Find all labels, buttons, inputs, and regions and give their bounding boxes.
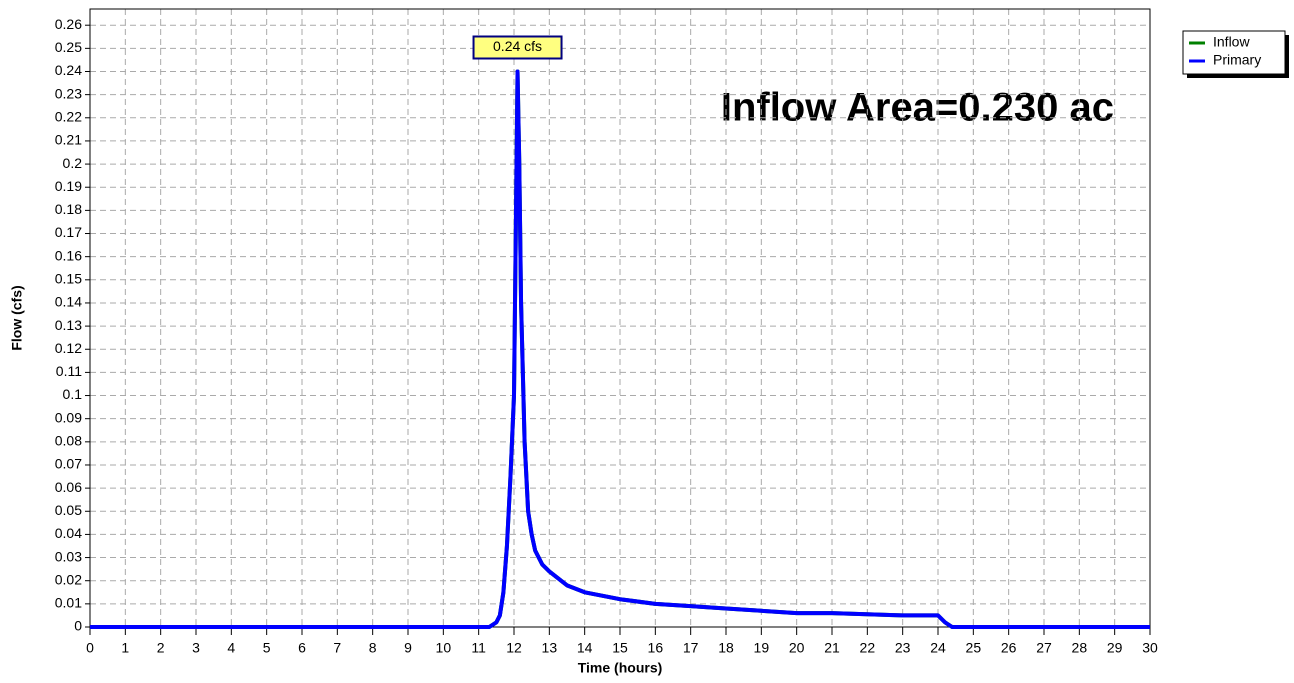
x-tick-label: 4	[227, 640, 235, 656]
x-tick-label: 7	[333, 640, 341, 656]
x-tick-label: 17	[683, 640, 699, 656]
x-tick-label: 11	[471, 640, 486, 656]
x-tick-label: 12	[506, 640, 522, 656]
x-tick-label: 25	[966, 640, 982, 656]
y-tick-label: 0.03	[55, 548, 82, 564]
x-tick-label: 24	[930, 640, 946, 656]
y-tick-label: 0.12	[55, 340, 82, 356]
x-tick-label: 15	[612, 640, 628, 656]
y-tick-label: 0.24	[55, 62, 82, 78]
peak-label: 0.24 cfs	[493, 38, 542, 54]
legend-label: Inflow	[1213, 34, 1250, 50]
x-tick-label: 29	[1107, 640, 1123, 656]
y-tick-label: 0.2	[63, 155, 83, 171]
y-tick-label: 0.26	[55, 16, 82, 32]
x-tick-label: 8	[369, 640, 377, 656]
y-tick-label: 0.06	[55, 479, 82, 495]
x-tick-label: 2	[157, 640, 165, 656]
x-tick-label: 13	[542, 640, 558, 656]
y-tick-label: 0.23	[55, 85, 82, 101]
x-tick-label: 10	[436, 640, 452, 656]
y-axis-label: Flow (cfs)	[9, 285, 25, 350]
x-tick-label: 23	[895, 640, 911, 656]
y-tick-label: 0.16	[55, 247, 82, 263]
x-tick-label: 0	[86, 640, 94, 656]
x-tick-label: 18	[718, 640, 734, 656]
y-tick-label: 0.01	[55, 595, 82, 611]
y-tick-label: 0.09	[55, 409, 82, 425]
x-tick-label: 19	[754, 640, 770, 656]
y-tick-label: 0.15	[55, 271, 82, 287]
x-tick-label: 16	[648, 640, 664, 656]
y-tick-label: 0.02	[55, 571, 82, 587]
y-tick-label: 0.1	[63, 386, 83, 402]
x-tick-label: 1	[121, 640, 129, 656]
y-tick-label: 0.08	[55, 433, 82, 449]
y-tick-label: 0.14	[55, 294, 82, 310]
x-tick-label: 6	[298, 640, 306, 656]
y-tick-label: 0.25	[55, 39, 82, 55]
x-tick-label: 3	[192, 640, 200, 656]
x-tick-label: 27	[1036, 640, 1052, 656]
y-tick-label: 0.07	[55, 456, 82, 472]
y-tick-label: 0.22	[55, 108, 82, 124]
x-tick-label: 28	[1072, 640, 1088, 656]
y-tick-label: 0.04	[55, 525, 82, 541]
legend-label: Primary	[1213, 52, 1261, 68]
y-tick-label: 0.19	[55, 178, 82, 194]
y-tick-label: 0.21	[55, 132, 82, 148]
x-tick-label: 20	[789, 640, 805, 656]
legend	[1182, 30, 1286, 75]
peak-label-box	[472, 35, 563, 60]
x-tick-label: 30	[1142, 640, 1158, 656]
series-line	[90, 69, 1150, 629]
y-tick-label: 0.17	[55, 224, 82, 240]
y-tick-label: 0	[74, 618, 82, 634]
annotation: Inflow Area=0.230 ac	[721, 86, 1114, 130]
x-axis-label: Time (hours)	[578, 660, 663, 676]
plot-frame	[89, 8, 1151, 628]
x-tick-label: 14	[577, 640, 593, 656]
x-tick-label: 9	[404, 640, 412, 656]
x-tick-label: 26	[1001, 640, 1017, 656]
x-tick-label: 5	[263, 640, 271, 656]
x-tick-label: 22	[860, 640, 876, 656]
x-tick-label: 21	[824, 640, 840, 656]
y-tick-label: 0.11	[56, 363, 82, 379]
y-tick-label: 0.18	[55, 201, 82, 217]
y-tick-label: 0.05	[55, 502, 82, 518]
y-tick-label: 0.13	[55, 317, 82, 333]
